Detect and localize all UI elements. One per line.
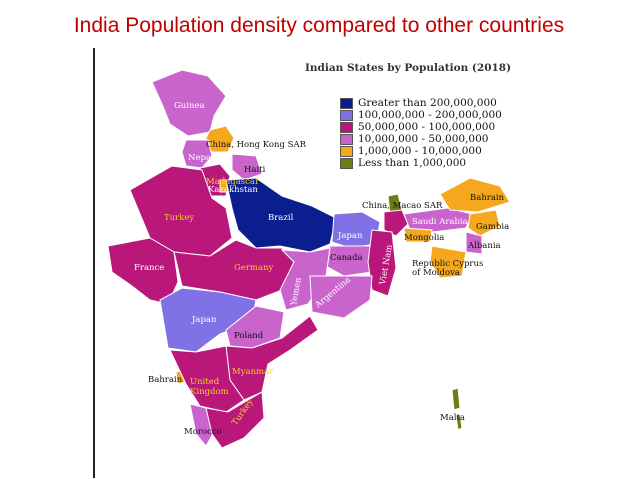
region-cyprus (429, 245, 467, 279)
region-argentina (309, 275, 373, 319)
label-mongolia: Mongolia (404, 233, 444, 243)
label-guinea: Guinea (174, 101, 205, 111)
label-malta: Malta (440, 413, 465, 423)
region-gambia (467, 209, 501, 237)
legend-label: 100,000,000 - 200,000,000 (358, 109, 502, 121)
legend-label: 50,000,000 - 100,000,000 (358, 121, 496, 133)
map-title: Indian States by Population (2018) (305, 62, 512, 74)
map-legend: Greater than 200,000,000 100,000,000 - 2… (340, 97, 502, 169)
label-uk-1: United (190, 377, 220, 387)
legend-swatch (340, 145, 353, 157)
label-albania: Albania (467, 241, 501, 251)
region-yemen (279, 247, 331, 311)
label-myanmar: Myanmar (232, 367, 274, 377)
legend-item: Less than 1,000,000 (340, 157, 502, 169)
legend-label: 10,000,000 - 50,000,000 (358, 133, 489, 145)
label-haiti: Haiti (244, 165, 266, 175)
legend-label: Less than 1,000,000 (358, 157, 467, 169)
region-guinea (151, 69, 227, 137)
label-saudi: Saudi Arabia (412, 217, 468, 227)
legend-item: Greater than 200,000,000 (340, 97, 502, 109)
region-brazil (225, 177, 337, 253)
label-kazakhstan: Kazakhstan (208, 185, 258, 195)
legend-swatch (340, 109, 353, 121)
label-china-macao: China, Macao SAR (362, 201, 443, 211)
label-nepal: Nepal (188, 153, 214, 163)
legend-item: 100,000,000 - 200,000,000 (340, 109, 502, 121)
legend-item: 50,000,000 - 100,000,000 (340, 121, 502, 133)
region-mongolia (403, 227, 433, 243)
label-brazil: Brazil (268, 213, 294, 223)
region-turkey-s (205, 391, 265, 449)
region-uk (169, 345, 245, 413)
label-gambia: Gambia (476, 222, 509, 232)
label-morocco: Morocco (184, 427, 222, 437)
label-uk-2: Kingdom (190, 387, 229, 397)
legend-item: 1,000,000 - 10,000,000 (340, 145, 502, 157)
label-canada: Canada (330, 253, 363, 263)
region-malta (451, 387, 463, 431)
legend-swatch (340, 133, 353, 145)
region-wb-north (383, 209, 409, 237)
slide-title: India Population density compared to oth… (73, 14, 565, 37)
legend-swatch (340, 157, 353, 169)
label-cyprus-2: of Moldova (412, 268, 460, 278)
region-vietnam (367, 229, 397, 297)
legend-swatch (340, 97, 353, 109)
label-bahrain-ne: Bahrain (470, 193, 505, 203)
legend-label: 1,000,000 - 10,000,000 (358, 145, 482, 157)
label-bahrain-s: Bahrain (148, 375, 183, 385)
label-cyprus-1: Republic Cyprus (412, 259, 483, 269)
label-germany: Germany (234, 263, 273, 273)
legend-swatch (340, 121, 353, 133)
label-china-hk: China, Hong Kong SAR (206, 140, 307, 150)
label-japan-e: Japan (337, 231, 363, 241)
label-france: France (134, 263, 164, 273)
legend-item: 10,000,000 - 50,000,000 (340, 133, 502, 145)
region-albania (465, 231, 483, 255)
label-madagascar: Madagascar (206, 177, 260, 187)
region-bahrain-ne (439, 177, 511, 213)
label-japan-s: Japan (191, 315, 217, 325)
legend-label: Greater than 200,000,000 (358, 97, 497, 109)
label-poland: Poland (234, 331, 264, 341)
region-haiti (231, 153, 263, 181)
vertical-rule (93, 48, 95, 478)
label-turkey-n: Turkey (164, 213, 194, 223)
